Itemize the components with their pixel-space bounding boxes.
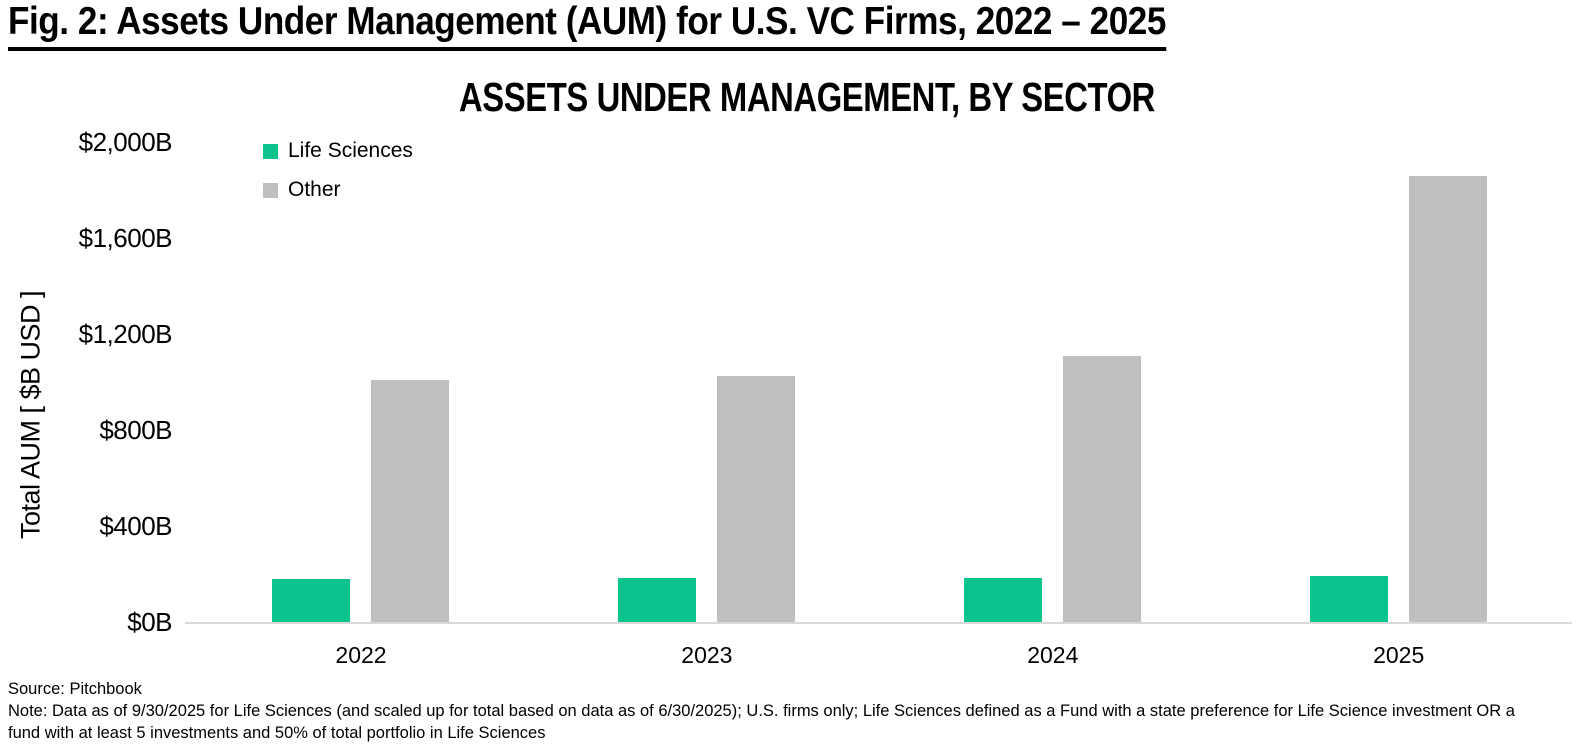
y-tick-label: $1,600B — [78, 223, 173, 253]
legend-label: Life Sciences — [288, 139, 413, 162]
bar-other-2022 — [371, 379, 449, 622]
y-tick-label: $2,000B — [78, 127, 173, 157]
bar-life-sciences-2023 — [617, 577, 696, 622]
legend-swatch-icon — [263, 182, 278, 198]
y-tick-label: $1,200B — [78, 319, 173, 349]
bar-life-sciences-2024 — [963, 578, 1042, 622]
bar-other-2025 — [1408, 175, 1487, 622]
source-text: Source: Pitchbook — [8, 680, 142, 698]
x-tick-label-2024: 2024 — [1027, 642, 1079, 668]
x-tick-label-2025: 2025 — [1373, 642, 1425, 668]
chart-title: ASSETS UNDER MANAGEMENT, BY SECTOR — [459, 74, 1155, 120]
bar-life-sciences-2022 — [272, 578, 350, 622]
x-tick-label-2023: 2023 — [681, 642, 733, 668]
legend-swatch-icon — [263, 143, 278, 159]
figure-title: Fig. 2: Assets Under Management (AUM) fo… — [8, 0, 1166, 51]
bar-other-2023 — [716, 376, 795, 622]
y-tick-label: $800B — [99, 415, 172, 445]
chart-footer: Source: Pitchbook Note: Data as of 9/30/… — [8, 679, 1548, 744]
x-axis-line — [185, 622, 1572, 624]
x-tick-label-2022: 2022 — [335, 642, 387, 668]
legend-item-life-sciences: Life Sciences — [263, 139, 413, 163]
y-tick-label: $0B — [127, 607, 172, 637]
legend-label: Other — [288, 178, 341, 201]
note-text: Note: Data as of 9/30/2025 for Life Scie… — [8, 702, 1515, 742]
legend-item-other: Other — [263, 178, 341, 202]
bar-other-2024 — [1062, 355, 1141, 622]
bar-life-sciences-2025 — [1309, 575, 1388, 622]
y-tick-label: $400B — [99, 511, 172, 541]
